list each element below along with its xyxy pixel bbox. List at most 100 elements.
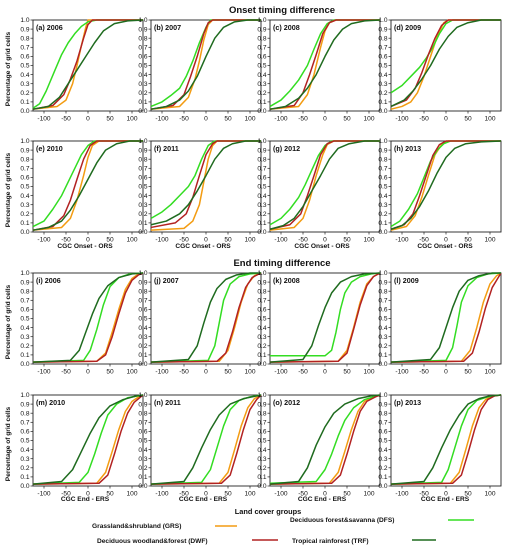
y-tick-label: 0.8 — [378, 35, 387, 42]
series-line-trf — [32, 272, 144, 363]
x-tick-label: 50 — [106, 491, 114, 498]
y-tick-label: 0.0 — [138, 229, 147, 236]
x-tick-label: 100 — [363, 237, 374, 244]
plot-frame — [269, 140, 381, 233]
y-tick-label: 0.0 — [378, 483, 387, 490]
plot-frame — [269, 272, 381, 365]
y-tick-label: 0.1 — [138, 352, 147, 359]
panel-label: (o) 2012 — [273, 398, 300, 407]
x-axis-label-onset-4: CGC Onset - ORS — [417, 243, 473, 250]
y-tick-label: 0.9 — [138, 279, 147, 286]
series-line-dfs — [32, 19, 143, 109]
x-tick-label: -50 — [419, 369, 429, 376]
y-tick-label: 0.6 — [20, 429, 29, 436]
series-line-trf — [150, 140, 261, 226]
y-tick-label: 0.4 — [378, 447, 387, 454]
panel-label: (d) 2009 — [394, 23, 421, 32]
panel-label: (e) 2010 — [36, 144, 63, 153]
y-tick-label: 0.6 — [378, 175, 387, 182]
x-tick-label: 0 — [444, 116, 448, 123]
plot-frame — [269, 394, 381, 487]
series-line-dfs — [390, 140, 501, 228]
x-tick-label: -100 — [274, 116, 288, 123]
x-tick-label: 50 — [464, 369, 472, 376]
y-tick-label: 0.6 — [378, 54, 387, 61]
x-tick-label: 50 — [343, 116, 351, 123]
y-tick-label: 0.8 — [138, 410, 147, 417]
y-tick-label: 0.9 — [20, 401, 29, 408]
series-line-trf — [269, 19, 381, 110]
y-tick-label: 0.8 — [20, 410, 29, 417]
y-tick-label: 0.8 — [257, 410, 266, 417]
panel-7: 0.0 0.1 0.2 0.3 0.4 0.5 0.6 0.7 0.8 0.9 1.0 -100 -50… — [257, 138, 381, 244]
x-tick-label: 50 — [224, 369, 232, 376]
y-tick-label: 1.0 — [20, 392, 29, 399]
panel-label: (c) 2008 — [273, 23, 300, 32]
y-tick-label: 0.9 — [378, 279, 387, 286]
y-tick-label: 1.0 — [138, 17, 147, 24]
y-tick-label: 0.6 — [257, 54, 266, 61]
panel-label: (f) 2011 — [154, 144, 179, 153]
y-tick-label: 0.1 — [378, 352, 387, 359]
x-tick-label: 100 — [244, 369, 255, 376]
series-line-dwf — [32, 394, 144, 485]
y-tick-label: 0.2 — [257, 465, 266, 472]
x-tick-label: 0 — [204, 237, 208, 244]
y-tick-label: 0.7 — [138, 298, 147, 305]
panel-label: (p) 2013 — [394, 398, 421, 407]
y-tick-label: 0.7 — [378, 420, 387, 427]
series-line-dwf — [269, 394, 381, 485]
y-tick-label: 0.3 — [138, 334, 147, 341]
series-line-trf — [150, 19, 261, 110]
y-tick-label: 0.2 — [378, 465, 387, 472]
y-tick-label: 0.0 — [138, 361, 147, 368]
y-tick-label: 0.5 — [257, 316, 266, 323]
plot-frame — [390, 272, 502, 365]
y-tick-label: 0.6 — [20, 307, 29, 314]
y-tick-label: 0.7 — [378, 298, 387, 305]
y-tick-label: 0.4 — [138, 72, 147, 79]
y-tick-label: 0.3 — [257, 334, 266, 341]
plot-frame — [32, 140, 144, 233]
y-tick-label: 0.8 — [378, 410, 387, 417]
series-line-trf — [32, 19, 144, 110]
x-tick-label: 50 — [224, 237, 232, 244]
series-line-dwf — [390, 140, 501, 230]
y-tick-label: 0.4 — [138, 193, 147, 200]
y-tick-label: 0.0 — [20, 361, 29, 368]
y-tick-label: 0.5 — [257, 184, 266, 191]
series-line-trf — [269, 140, 380, 230]
x-axis-label-end-4: CGC End - ERS — [421, 496, 470, 503]
y-tick-label: 0.5 — [378, 438, 387, 445]
y-tick-label: 0.9 — [257, 26, 266, 33]
x-tick-label: 0 — [323, 237, 327, 244]
y-tick-label: 0.7 — [20, 298, 29, 305]
panel-label: (k) 2008 — [273, 276, 300, 285]
x-tick-label: 50 — [343, 369, 351, 376]
series-line-grs — [390, 140, 501, 231]
panel-label: (n) 2011 — [154, 398, 181, 407]
x-tick-label: 100 — [484, 116, 495, 123]
y-tick-label: 0.3 — [20, 456, 29, 463]
end-section-title: End timing difference — [233, 258, 330, 269]
y-tick-label: 0.1 — [20, 99, 29, 106]
y-tick-label: 1.0 — [20, 270, 29, 277]
x-tick-label: -50 — [61, 116, 71, 123]
y-tick-label: 0.3 — [20, 202, 29, 209]
plot-frame — [150, 394, 262, 487]
y-tick-label: 0.1 — [20, 352, 29, 359]
y-tick-label: 0.9 — [20, 279, 29, 286]
panel-15: 0.0 0.1 0.2 0.3 0.4 0.5 0.6 0.7 0.8 0.9 1.0 -100 -50… — [257, 392, 381, 498]
series-line-grs — [32, 272, 144, 363]
x-tick-label: -50 — [179, 237, 189, 244]
series-line-dfs — [150, 140, 261, 219]
y-tick-label: 0.5 — [257, 438, 266, 445]
y-tick-label: 0.2 — [20, 211, 29, 218]
x-tick-label: 0 — [86, 116, 90, 123]
y-tick-label: 0.8 — [378, 288, 387, 295]
x-tick-label: -100 — [274, 237, 288, 244]
y-tick-label: 0.4 — [20, 193, 29, 200]
x-tick-label: 0 — [444, 491, 448, 498]
series-line-grs — [150, 19, 261, 110]
